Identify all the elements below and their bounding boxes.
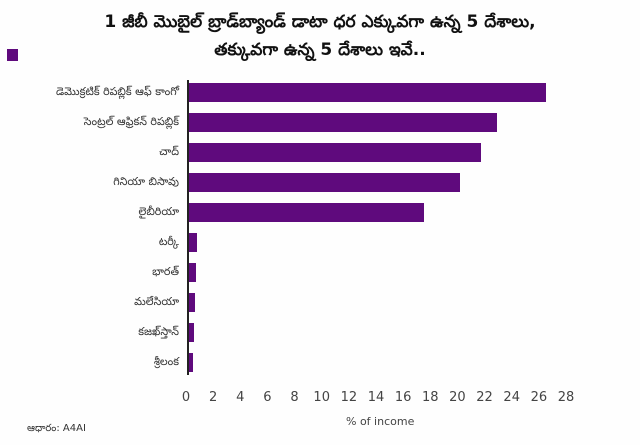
category-label: టర్కీ [158, 235, 179, 248]
y-axis-line [187, 80, 189, 375]
category-label: చాద్ [159, 145, 179, 158]
x-tick-label: 6 [263, 390, 272, 405]
category-label: శ్రీలంక [153, 355, 179, 368]
x-tick-label: 10 [313, 390, 330, 405]
source-note: ఆధారం: A4AI [27, 423, 86, 434]
category-label: భారత్ [152, 265, 179, 278]
legend-swatch [7, 49, 18, 61]
bar [189, 233, 198, 252]
bar [189, 143, 481, 162]
bar [189, 353, 194, 372]
x-tick-label: 12 [340, 390, 358, 405]
x-tick-label: 26 [530, 390, 548, 405]
chart-title-line2: తక్కువగా ఉన్న 5 దేశాలు ఇవే.. [214, 40, 426, 60]
x-tick-label: 2 [209, 390, 218, 405]
bar [189, 113, 498, 132]
category-label: కజఖ్‌స్తాన్ [138, 325, 179, 338]
x-tick-label: 20 [449, 390, 466, 405]
chart-title-line1: 1 జీబీ మొబైల్ బ్రాడ్‌బ్యాండ్ డాటా ధర ఎక్… [104, 12, 536, 32]
x-tick-label: 16 [394, 390, 412, 405]
x-tick-label: 4 [236, 390, 245, 405]
x-tick-label: 14 [367, 390, 385, 405]
x-tick-label: 8 [290, 390, 299, 405]
category-label: లైబీరియా [138, 205, 179, 218]
bar [189, 293, 196, 312]
category-label: డెమొక్రటిక్ రిపబ్లిక్ ఆఫ్ కాంగో [56, 85, 179, 98]
x-axis-label: % of income [346, 415, 415, 428]
bar [189, 173, 461, 192]
x-tick-label: 18 [422, 390, 439, 405]
x-tick-label: 28 [557, 390, 575, 405]
bar [189, 323, 195, 342]
bar [189, 263, 196, 282]
x-tick-label: 24 [503, 390, 520, 405]
x-tick-label: 22 [476, 390, 493, 405]
bar [189, 83, 546, 102]
category-label: మలేసియా [134, 295, 179, 308]
bar [189, 203, 424, 222]
category-label: గినియా బిసావు [113, 175, 179, 188]
category-label: సెంట్రల్ ఆఫ్రికన్ రిపబ్లిక్ [83, 115, 179, 128]
x-tick-label: 0 [181, 390, 191, 405]
